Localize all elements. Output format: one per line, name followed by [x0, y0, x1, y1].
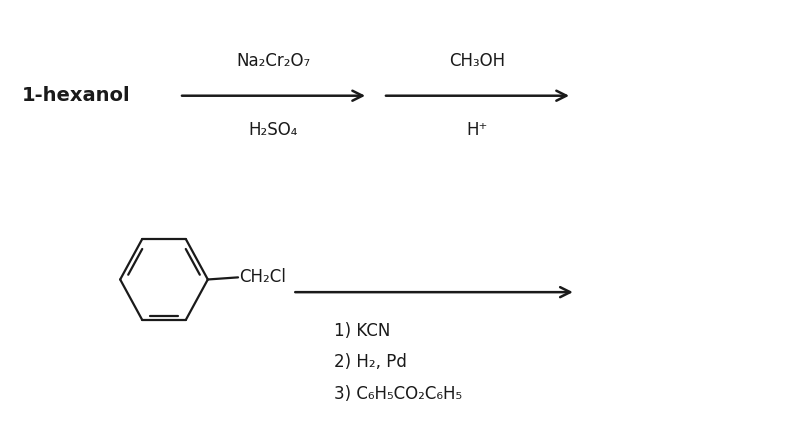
- Text: 3) C₆H₅CO₂C₆H₅: 3) C₆H₅CO₂C₆H₅: [334, 385, 462, 403]
- Text: 1) KCN: 1) KCN: [334, 322, 390, 340]
- Text: H⁺: H⁺: [467, 121, 488, 139]
- Text: H₂SO₄: H₂SO₄: [249, 121, 299, 139]
- Text: 2) H₂, Pd: 2) H₂, Pd: [334, 354, 407, 372]
- Text: 1-hexanol: 1-hexanol: [21, 86, 130, 105]
- Text: CH₃OH: CH₃OH: [450, 52, 506, 70]
- Text: CH₂Cl: CH₂Cl: [239, 268, 287, 286]
- Text: Na₂Cr₂O₇: Na₂Cr₂O₇: [236, 52, 310, 70]
